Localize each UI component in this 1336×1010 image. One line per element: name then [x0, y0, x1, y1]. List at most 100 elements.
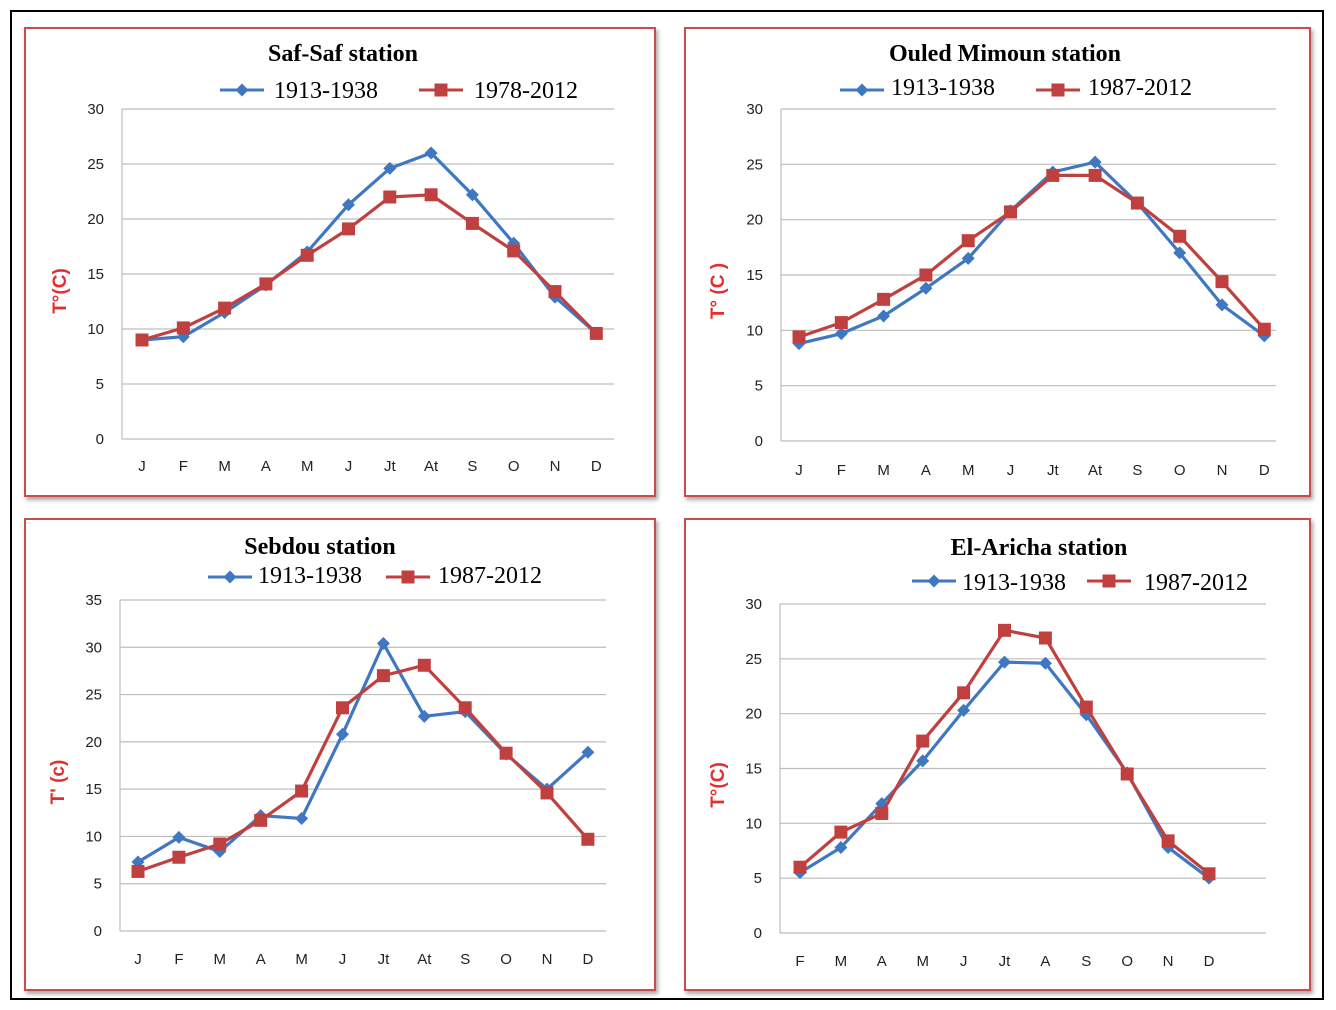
x-tick-label: F [179, 458, 188, 475]
chart-panel-ouled-mimoun: 0 5 10 15 20 25 30 J F M A M J Jt At S O N D Ouled Mimoun … [684, 27, 1311, 497]
data-point-diamond [424, 146, 438, 160]
data-point-diamond [957, 703, 971, 717]
data-point-square [916, 734, 930, 748]
data-point-square [336, 701, 349, 715]
x-tick-label: J [960, 953, 968, 970]
x-tick-label: M [877, 462, 890, 479]
legend-marker-diamond [927, 574, 941, 588]
data-point-square [259, 277, 273, 291]
y-tick-label: 25 [746, 156, 763, 173]
data-point-diamond [581, 745, 595, 759]
data-point-square [1130, 196, 1144, 210]
y-tick-label: 15 [85, 781, 102, 798]
legend-marker-diamond [855, 83, 869, 97]
x-tick-label: M [301, 458, 314, 475]
x-tick-label: F [837, 462, 846, 479]
data-point-diamond [834, 327, 848, 341]
data-point-square [1120, 767, 1134, 781]
data-point-square [218, 301, 232, 315]
y-tick-label: 10 [85, 828, 102, 845]
y-axis-label: T°(C) [50, 268, 71, 314]
y-tick-label: 15 [745, 761, 762, 778]
x-tick-label: N [1217, 462, 1228, 479]
data-point-diamond [998, 655, 1011, 669]
series-line-1978-2012 [141, 193, 598, 342]
data-point-square [957, 686, 971, 700]
x-tick-label: M [835, 953, 848, 970]
y-axis-label: T°(C) [708, 762, 729, 808]
y-tick-label: 0 [96, 431, 104, 448]
y-tick-label: 10 [746, 322, 763, 339]
series-line-1987-2012 [798, 173, 1266, 339]
x-tick-label: Jt [384, 458, 397, 475]
data-point-diamond [417, 709, 431, 723]
data-point-square [834, 825, 848, 839]
data-point-diamond [1088, 155, 1102, 169]
data-point-square [135, 333, 149, 347]
x-tick-label: M [218, 458, 231, 475]
data-point-diamond [336, 727, 349, 741]
x-tick-label: Jt [378, 951, 391, 968]
x-tick-label: N [1163, 953, 1174, 970]
y-tick-label: 35 [85, 592, 102, 609]
x-tick-label: O [508, 458, 520, 475]
series-line-1913-1938 [799, 660, 1210, 880]
y-tick-label: 5 [754, 870, 762, 887]
x-tick-label: At [1088, 462, 1103, 479]
data-point-diamond [916, 754, 930, 768]
data-point-square [465, 216, 479, 230]
y-axis-label: T' (c) [48, 760, 69, 805]
legend-label-series-b: 1987-2012 [438, 563, 542, 589]
y-tick-label: 5 [755, 378, 763, 395]
x-tick-label: Jt [1047, 462, 1060, 479]
y-tick-label: 10 [745, 815, 762, 832]
legend-label-series-a: 1913-1938 [258, 563, 362, 589]
x-tick-label: M [295, 951, 308, 968]
x-tick-label: O [500, 951, 512, 968]
y-tick-label: 20 [745, 706, 762, 723]
chart-svg-sebdou: 0 5 10 15 20 25 30 35 J F M A M J Jt At S O N D Sebdou stat… [48, 534, 606, 968]
data-point-square [300, 248, 314, 262]
data-point-square [131, 864, 145, 878]
legend-marker-square [1102, 574, 1116, 588]
data-point-square [1088, 168, 1102, 182]
data-point-square [1161, 834, 1175, 848]
data-point-square [1079, 700, 1093, 714]
data-point-square [383, 190, 397, 204]
series-line-1913-1938 [141, 151, 598, 342]
x-tick-label: N [542, 951, 553, 968]
y-tick-label: 0 [754, 925, 762, 942]
x-tick-label: J [1007, 462, 1015, 479]
data-point-square [792, 330, 806, 344]
data-point-square [1173, 229, 1187, 243]
x-tick-label: D [1204, 953, 1215, 970]
y-tick-label: 5 [94, 876, 102, 893]
data-point-square [793, 860, 807, 874]
x-tick-label: O [1121, 953, 1133, 970]
x-tick-label: J [345, 458, 353, 475]
x-tick-label: S [1081, 953, 1091, 970]
data-point-diamond [172, 830, 186, 844]
y-tick-label: 20 [85, 734, 102, 751]
series-line-1987-2012 [137, 663, 590, 873]
data-point-square [176, 321, 190, 335]
data-point-diamond [465, 188, 479, 202]
legend-marker-square [434, 83, 448, 97]
data-point-square [919, 268, 933, 282]
data-point-square [548, 285, 562, 299]
legend-marker-diamond [223, 570, 237, 584]
y-tick-label: 0 [755, 433, 763, 450]
data-point-diamond [919, 281, 933, 295]
y-tick-label: 25 [85, 687, 102, 704]
y-tick-label: 15 [746, 267, 763, 284]
chart-panel-el-aricha: 0 5 10 15 20 25 30 F M A M J Jt A S O N D El-Aricha stati… [684, 518, 1311, 991]
series-line-1913-1938 [798, 160, 1266, 346]
data-point-diamond [376, 637, 390, 651]
x-tick-label: At [417, 951, 432, 968]
data-point-square [499, 746, 513, 760]
y-tick-label: 10 [87, 321, 104, 338]
data-point-square [1202, 867, 1216, 881]
data-point-diamond [877, 309, 891, 323]
data-point-square [961, 234, 975, 248]
data-point-square [424, 188, 438, 202]
